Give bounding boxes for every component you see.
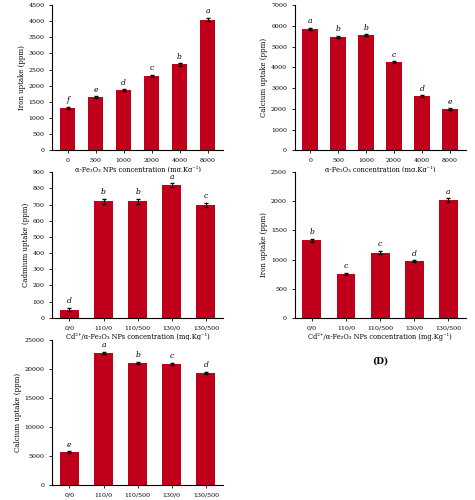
Y-axis label: Calcium uptake (ppm): Calcium uptake (ppm) xyxy=(14,372,22,452)
Text: d: d xyxy=(203,361,209,369)
Y-axis label: Cadmium uptake (ppm): Cadmium uptake (ppm) xyxy=(22,203,30,287)
Y-axis label: Iron uptake (ppm): Iron uptake (ppm) xyxy=(260,212,268,278)
Bar xyxy=(414,96,430,150)
Text: (B): (B) xyxy=(372,190,388,198)
Text: f: f xyxy=(66,96,69,104)
Bar xyxy=(128,363,147,485)
Bar xyxy=(94,353,113,485)
X-axis label: Cd²⁺/α-Fe₂O₃ NPs concentration (mg.Kg⁻¹): Cd²⁺/α-Fe₂O₃ NPs concentration (mg.Kg⁻¹) xyxy=(66,333,209,341)
Y-axis label: Iron uptake (ppm): Iron uptake (ppm) xyxy=(18,46,26,110)
Bar xyxy=(370,252,389,318)
X-axis label: Cd²⁺/α-Fe₂O₃ NPs concentration (mg.Kg⁻¹): Cd²⁺/α-Fe₂O₃ NPs concentration (mg.Kg⁻¹) xyxy=(308,333,452,341)
Bar xyxy=(116,90,132,150)
Bar xyxy=(60,108,76,150)
Text: c: c xyxy=(392,50,396,58)
Text: d: d xyxy=(67,298,72,306)
X-axis label: α-Fe₂O₃ NPs concentration (mg.Kg⁻¹): α-Fe₂O₃ NPs concentration (mg.Kg⁻¹) xyxy=(75,166,200,174)
Text: b: b xyxy=(177,52,182,60)
Text: d: d xyxy=(412,250,417,258)
Text: a: a xyxy=(446,188,451,196)
Text: b: b xyxy=(309,228,314,236)
Text: a: a xyxy=(101,341,106,349)
Bar xyxy=(442,109,458,150)
Bar xyxy=(197,372,215,485)
Text: e: e xyxy=(94,86,98,94)
Bar xyxy=(200,20,215,150)
Bar xyxy=(331,36,346,150)
Text: c: c xyxy=(204,192,208,200)
Bar xyxy=(172,64,187,150)
Y-axis label: Calcium uptake (ppm): Calcium uptake (ppm) xyxy=(260,38,268,117)
Text: b: b xyxy=(364,24,369,32)
Text: c: c xyxy=(170,352,174,360)
Bar xyxy=(439,200,458,318)
Bar xyxy=(144,76,159,150)
Bar xyxy=(197,204,215,318)
Text: c: c xyxy=(378,240,382,248)
Text: d: d xyxy=(121,78,126,86)
Text: c: c xyxy=(150,64,154,72)
Text: a: a xyxy=(205,7,210,15)
Bar xyxy=(405,262,424,318)
Text: e: e xyxy=(448,98,452,106)
Bar xyxy=(60,452,79,485)
Text: (A): (A) xyxy=(130,190,145,198)
Bar xyxy=(386,62,402,150)
Bar xyxy=(303,29,318,150)
Bar xyxy=(359,36,374,150)
Text: b: b xyxy=(135,351,140,359)
Text: b: b xyxy=(336,25,341,33)
Bar xyxy=(94,202,113,318)
Bar xyxy=(337,274,355,318)
Text: b: b xyxy=(135,188,140,196)
Bar xyxy=(88,97,104,150)
Text: (D): (D) xyxy=(372,356,388,366)
Text: a: a xyxy=(170,172,174,180)
Bar xyxy=(303,240,321,318)
Bar xyxy=(60,310,79,318)
Text: b: b xyxy=(101,188,106,196)
Bar xyxy=(162,364,181,485)
X-axis label: α-Fe₂O₃ concentration (mg.Kg⁻¹): α-Fe₂O₃ concentration (mg.Kg⁻¹) xyxy=(325,166,435,174)
Text: e: e xyxy=(67,440,72,448)
Text: c: c xyxy=(344,262,348,270)
Text: a: a xyxy=(308,17,313,25)
Bar xyxy=(128,202,147,318)
Text: d: d xyxy=(419,85,425,93)
Text: (C): (C) xyxy=(130,356,145,366)
Bar xyxy=(162,185,181,318)
